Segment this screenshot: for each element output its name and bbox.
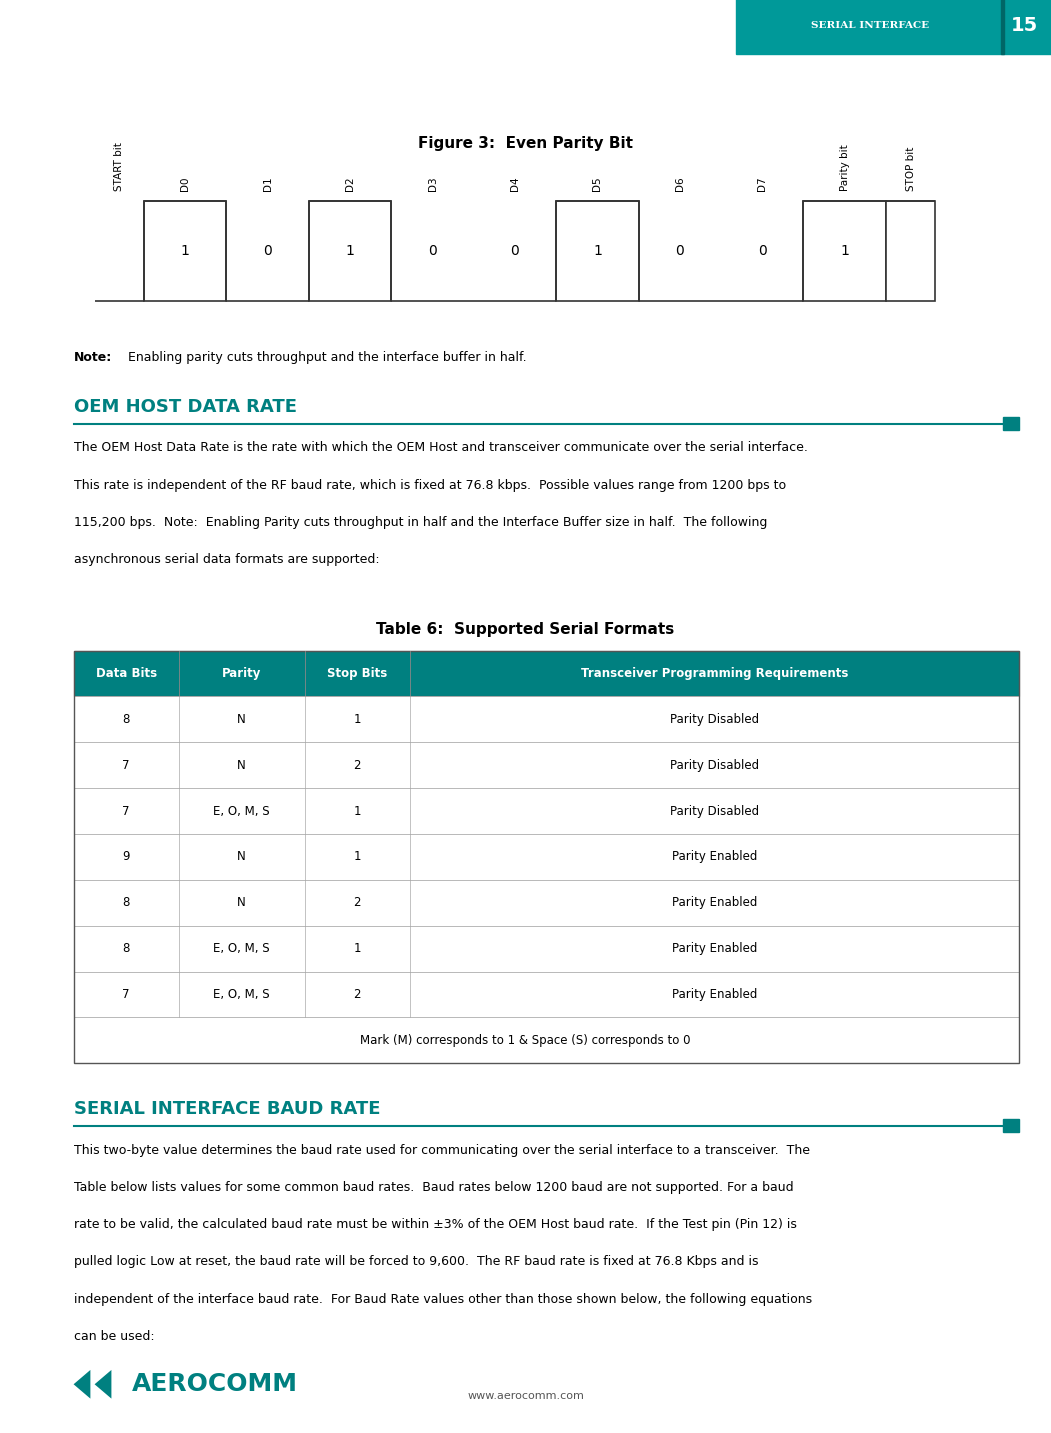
Text: 0: 0 — [511, 244, 519, 258]
Text: 115,200 bps.  Note:  Enabling Parity cuts throughput in half and the Interface B: 115,200 bps. Note: Enabling Parity cuts … — [74, 516, 767, 529]
Text: D5: D5 — [593, 176, 602, 191]
Bar — [74, 834, 1019, 880]
Text: E, O, M, S: E, O, M, S — [213, 987, 270, 1002]
Text: 2: 2 — [353, 758, 362, 772]
Text: D1: D1 — [263, 176, 272, 191]
Text: can be used:: can be used: — [74, 1330, 154, 1343]
Text: 0: 0 — [758, 244, 766, 258]
Text: This rate is independent of the RF baud rate, which is fixed at 76.8 kbps.  Poss: This rate is independent of the RF baud … — [74, 479, 786, 492]
Text: 7: 7 — [122, 758, 130, 772]
Text: D7: D7 — [758, 176, 767, 191]
Text: D6: D6 — [675, 176, 685, 191]
Text: 7: 7 — [122, 987, 130, 1002]
Text: Parity Enabled: Parity Enabled — [672, 941, 758, 956]
Text: 15: 15 — [1011, 16, 1038, 36]
Text: Parity bit: Parity bit — [840, 143, 849, 191]
Text: Note:: Note: — [74, 351, 111, 364]
Text: 1: 1 — [841, 244, 849, 258]
Text: 1: 1 — [353, 850, 362, 864]
Text: D2: D2 — [345, 176, 355, 191]
Bar — [74, 788, 1019, 834]
Text: Table 6:  Supported Serial Formats: Table 6: Supported Serial Formats — [376, 622, 675, 636]
Text: Parity: Parity — [222, 666, 262, 681]
Text: N: N — [238, 758, 246, 772]
Text: This two-byte value determines the baud rate used for communicating over the ser: This two-byte value determines the baud … — [74, 1144, 809, 1156]
Text: Data Bits: Data Bits — [96, 666, 157, 681]
Text: 1: 1 — [346, 244, 354, 258]
Text: pulled logic Low at reset, the baud rate will be forced to 9,600.  The RF baud r: pulled logic Low at reset, the baud rate… — [74, 1255, 758, 1268]
Text: N: N — [238, 850, 246, 864]
Bar — [144, 201, 226, 301]
Text: Mark (M) corresponds to 1 & Space (S) corresponds to 0: Mark (M) corresponds to 1 & Space (S) co… — [360, 1033, 691, 1048]
Bar — [309, 201, 391, 301]
Text: OEM HOST DATA RATE: OEM HOST DATA RATE — [74, 397, 296, 416]
Text: D4: D4 — [510, 176, 520, 191]
Polygon shape — [95, 1370, 111, 1399]
Polygon shape — [74, 1370, 90, 1399]
Bar — [74, 651, 1019, 1063]
Text: 0: 0 — [428, 244, 437, 258]
Text: Parity Disabled: Parity Disabled — [671, 712, 759, 727]
Text: E, O, M, S: E, O, M, S — [213, 804, 270, 818]
Bar — [74, 696, 1019, 742]
Text: SERIAL INTERFACE BAUD RATE: SERIAL INTERFACE BAUD RATE — [74, 1099, 380, 1118]
Text: 8: 8 — [122, 941, 130, 956]
Text: www.aerocomm.com: www.aerocomm.com — [467, 1391, 584, 1401]
Text: asynchronous serial data formats are supported:: asynchronous serial data formats are sup… — [74, 553, 379, 566]
Text: Parity Enabled: Parity Enabled — [672, 850, 758, 864]
Text: Parity Enabled: Parity Enabled — [672, 896, 758, 910]
Bar — [74, 651, 1019, 696]
Text: 2: 2 — [353, 987, 362, 1002]
Bar — [74, 972, 1019, 1017]
Text: 0: 0 — [264, 244, 272, 258]
Text: D3: D3 — [428, 176, 437, 191]
Text: Stop Bits: Stop Bits — [327, 666, 388, 681]
Text: 2: 2 — [353, 896, 362, 910]
Text: 9: 9 — [122, 850, 130, 864]
Text: rate to be valid, the calculated baud rate must be within ±3% of the OEM Host ba: rate to be valid, the calculated baud ra… — [74, 1218, 797, 1231]
Bar — [804, 201, 886, 301]
Text: 1: 1 — [353, 712, 362, 727]
Bar — [1001, 0, 1004, 54]
Text: Parity Disabled: Parity Disabled — [671, 758, 759, 772]
Text: START bit: START bit — [115, 142, 124, 191]
Text: 1: 1 — [593, 244, 602, 258]
Text: E, O, M, S: E, O, M, S — [213, 941, 270, 956]
Bar — [74, 926, 1019, 972]
Text: Table below lists values for some common baud rates.  Baud rates below 1200 baud: Table below lists values for some common… — [74, 1181, 794, 1194]
Bar — [74, 742, 1019, 788]
Text: N: N — [238, 712, 246, 727]
Bar — [1003, 1119, 1019, 1132]
Text: Parity Disabled: Parity Disabled — [671, 804, 759, 818]
Text: STOP bit: STOP bit — [906, 146, 915, 191]
Text: 1: 1 — [353, 804, 362, 818]
Text: Transceiver Programming Requirements: Transceiver Programming Requirements — [581, 666, 848, 681]
Text: D0: D0 — [181, 176, 190, 191]
Text: 1: 1 — [353, 941, 362, 956]
Text: 8: 8 — [122, 896, 130, 910]
Text: N: N — [238, 896, 246, 910]
Text: 7: 7 — [122, 804, 130, 818]
Text: Figure 3:  Even Parity Bit: Figure 3: Even Parity Bit — [418, 136, 633, 150]
Text: AEROCOMM: AEROCOMM — [131, 1373, 297, 1396]
Bar — [736, 0, 1051, 54]
Text: 8: 8 — [122, 712, 130, 727]
Bar — [74, 1017, 1019, 1063]
Text: Parity Enabled: Parity Enabled — [672, 987, 758, 1002]
Bar — [556, 201, 639, 301]
Text: The OEM Host Data Rate is the rate with which the OEM Host and transceiver commu: The OEM Host Data Rate is the rate with … — [74, 441, 807, 454]
Bar — [74, 880, 1019, 926]
Text: SERIAL INTERFACE: SERIAL INTERFACE — [811, 21, 929, 30]
Text: independent of the interface baud rate.  For Baud Rate values other than those s: independent of the interface baud rate. … — [74, 1293, 811, 1305]
Bar — [886, 201, 935, 301]
Text: Enabling parity cuts throughput and the interface buffer in half.: Enabling parity cuts throughput and the … — [124, 351, 527, 364]
Text: 1: 1 — [181, 244, 189, 258]
Text: 0: 0 — [676, 244, 684, 258]
Bar — [1003, 417, 1019, 430]
